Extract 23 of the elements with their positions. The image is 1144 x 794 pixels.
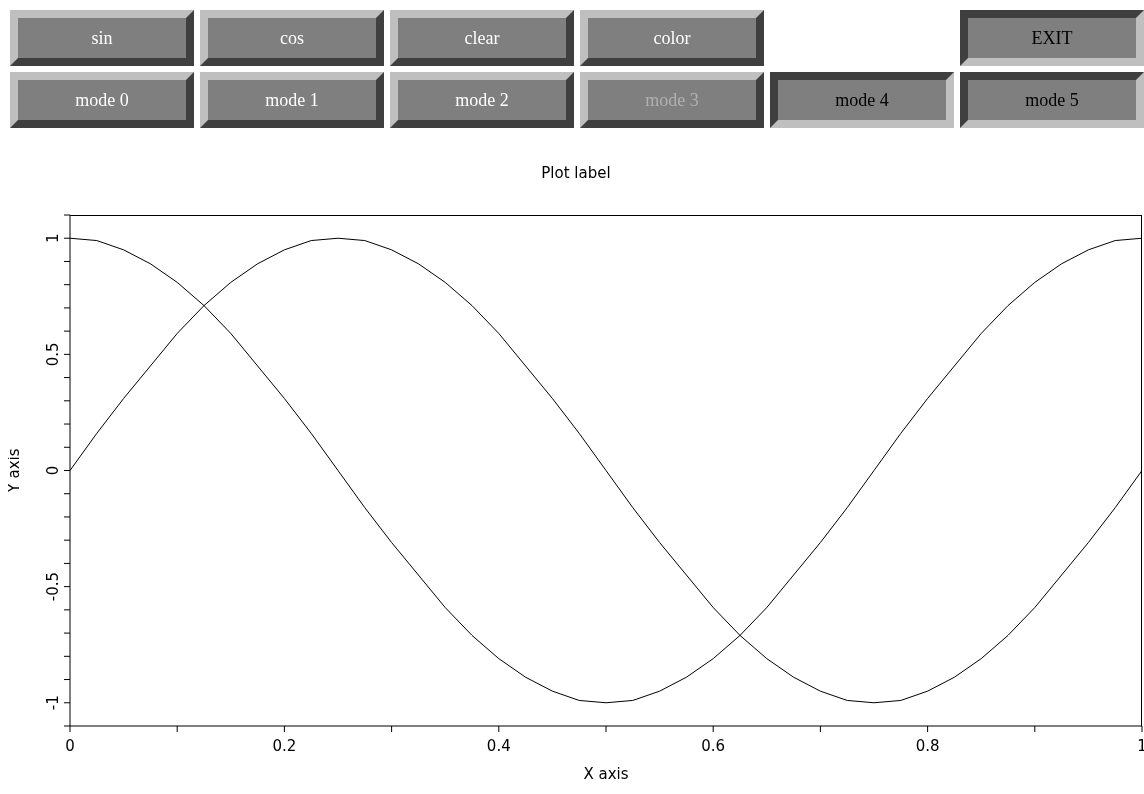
y-axis-title: Y axis bbox=[5, 448, 24, 494]
y-tick-label: 1 bbox=[44, 233, 62, 243]
y-tick-label: 0 bbox=[44, 465, 62, 476]
button: cos bbox=[200, 10, 384, 66]
button: mode 1 bbox=[200, 72, 384, 128]
button: color bbox=[580, 10, 764, 66]
button: EXIT bbox=[960, 10, 1144, 66]
y-tick-label: -0.5 bbox=[44, 572, 62, 602]
y-tick-label: 0.5 bbox=[44, 342, 62, 367]
x-tick-label: 0.4 bbox=[486, 736, 511, 755]
x-tick-label: 0.8 bbox=[915, 736, 940, 755]
x-axis-title: X axis bbox=[583, 765, 629, 783]
x-tick-label: 0.2 bbox=[272, 736, 297, 755]
button: mode 5 bbox=[960, 72, 1144, 128]
x-tick-label: 0.6 bbox=[701, 736, 726, 755]
button: sin bbox=[10, 10, 194, 66]
button: mode 0 bbox=[10, 72, 194, 128]
x-tick-label: 0 bbox=[65, 736, 75, 755]
button: clear bbox=[390, 10, 574, 66]
button: mode 2 bbox=[390, 72, 574, 128]
chart-title: Plot label bbox=[540, 164, 612, 182]
y-tick-label: -1 bbox=[44, 695, 62, 711]
button: mode 4 bbox=[770, 72, 954, 128]
